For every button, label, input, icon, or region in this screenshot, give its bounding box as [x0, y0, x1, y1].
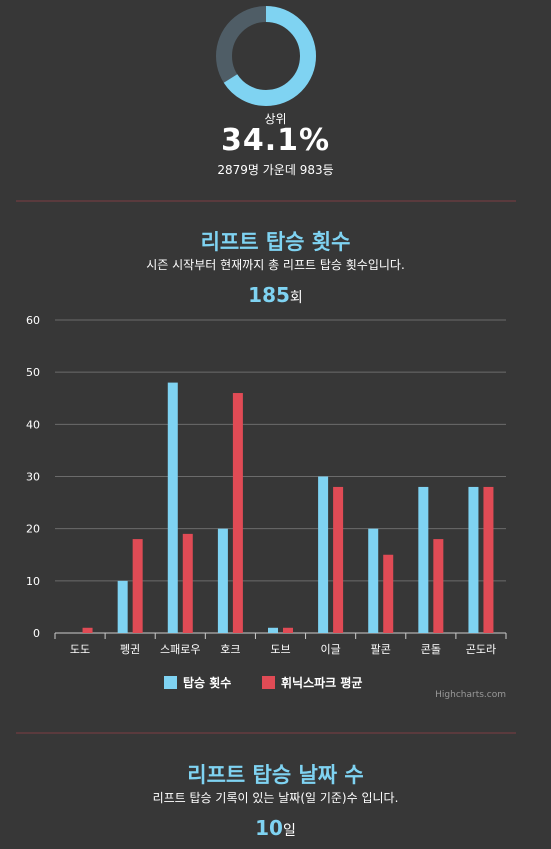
y-tick-label: 0 — [33, 627, 40, 640]
bar-park-average — [383, 554, 394, 633]
bar-rides — [468, 486, 479, 633]
bar-rides — [117, 580, 128, 633]
chart-credit[interactable]: Highcharts.com — [435, 690, 506, 700]
rank-donut-svg — [216, 6, 316, 106]
x-tick-label: 호크 — [220, 643, 240, 656]
lift-days-total: 10일 — [0, 816, 551, 840]
x-tick-label: 펭귄 — [120, 643, 140, 656]
bar-rides — [418, 486, 429, 633]
y-tick-label: 60 — [26, 314, 40, 327]
bar-park-average — [433, 539, 444, 633]
y-tick-label: 10 — [26, 575, 40, 588]
lift-count-unit: 회 — [289, 290, 303, 306]
lift-count-title: 리프트 탑승 횟수 — [200, 230, 351, 254]
x-tick-label: 도도 — [70, 643, 90, 656]
y-tick-label: 50 — [26, 366, 40, 379]
y-tick-label: 30 — [26, 471, 40, 484]
x-tick-label: 이글 — [320, 643, 340, 656]
bar-park-average — [333, 486, 344, 633]
legend-label: 휘닉스파크 평균 — [281, 675, 362, 690]
bar-rides — [318, 476, 329, 633]
lift-days-title: 리프트 탑승 날짜 수 — [187, 763, 364, 787]
rank-percent: 34.1% — [220, 123, 331, 158]
lift-days-number: 10 — [255, 816, 283, 840]
x-tick-label: 곤도라 — [466, 643, 496, 656]
x-tick-label: 콘돌 — [421, 643, 441, 656]
section-divider — [16, 200, 516, 202]
bar-park-average — [82, 627, 93, 633]
bar-park-average — [232, 393, 243, 633]
lift-count-subtitle: 시즌 시작부터 현재까지 총 리프트 탑승 횟수입니다. — [146, 258, 405, 272]
bar-rides — [268, 627, 278, 633]
bar-park-average — [132, 539, 143, 633]
rank-ring-fill — [216, 6, 316, 106]
x-tick-label: 도브 — [270, 643, 290, 656]
bar-rides — [368, 528, 379, 633]
lift-count-number: 185 — [248, 283, 290, 307]
bar-rides — [217, 528, 228, 633]
bar-park-average — [283, 627, 293, 633]
legend-label: 탑승 횟수 — [183, 675, 231, 690]
bar-park-average — [182, 533, 193, 633]
section-divider — [16, 732, 516, 734]
rank-donut — [214, 4, 318, 108]
lift-count-total: 185회 — [0, 283, 551, 307]
bar-park-average — [483, 486, 494, 633]
x-tick-label: 스패로우 — [160, 643, 200, 656]
lift-days-subtitle: 리프트 탑승 기록이 있는 날짜(일 기준)수 입니다. — [152, 791, 399, 805]
y-tick-label: 20 — [26, 523, 40, 536]
lift-days-unit: 일 — [282, 823, 296, 839]
rank-detail: 2879명 가운데 983등 — [217, 163, 334, 177]
legend-swatch — [262, 676, 275, 689]
y-tick-label: 40 — [26, 418, 40, 431]
legend-swatch — [164, 676, 177, 689]
rank-label: 상위 — [264, 112, 287, 126]
bar-rides — [167, 382, 178, 633]
x-tick-label: 팔콘 — [371, 643, 391, 656]
